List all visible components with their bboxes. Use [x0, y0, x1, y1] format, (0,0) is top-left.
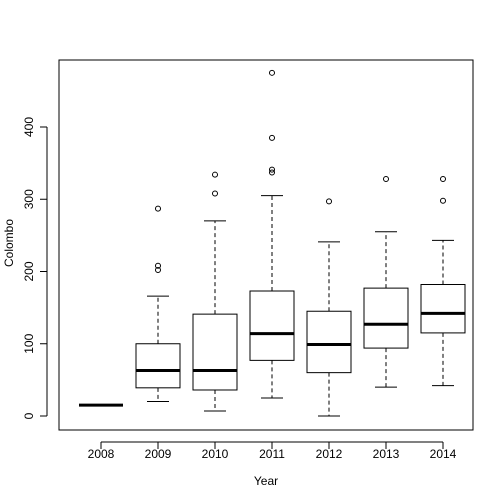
x-tick-label: 2011 [259, 447, 285, 461]
x-tick-label: 2009 [145, 447, 172, 461]
box [135, 343, 181, 389]
y-tick-label: 200 [22, 261, 36, 281]
outlier-point [155, 262, 161, 269]
y-tick-label: 400 [22, 117, 36, 137]
y-axis-label: Colombo [2, 219, 16, 267]
outlier-point [269, 69, 275, 76]
plot-frame [58, 59, 474, 431]
outlier-point [440, 197, 446, 204]
outlier-point [440, 176, 446, 183]
outlier-point [155, 267, 161, 274]
outlier-point [269, 166, 275, 173]
outlier-point [212, 190, 218, 197]
x-tick-label: 2012 [316, 447, 343, 461]
box [420, 284, 466, 334]
box [192, 313, 238, 391]
x-axis-label: Year [254, 474, 278, 488]
outlier-point [212, 171, 218, 178]
x-tick-label: 2014 [430, 447, 457, 461]
outlier-point [155, 205, 161, 212]
box [249, 290, 295, 361]
outlier-point [326, 198, 332, 205]
outlier-point [269, 134, 275, 141]
plot-area: 0 100 200 300 400 2008 2009 2010 2011 2012 2013 201… [22, 59, 474, 461]
outlier-point [269, 169, 275, 176]
x-tick-label: 2013 [373, 447, 400, 461]
y-tick-label: 0 [22, 412, 36, 419]
outlier-point [383, 176, 389, 183]
box [306, 310, 352, 374]
box [363, 287, 409, 349]
y-tick-label: 100 [22, 333, 36, 353]
y-tick-label: 300 [22, 189, 36, 209]
x-tick-label: 2008 [88, 447, 115, 461]
x-tick-label: 2010 [202, 447, 229, 461]
